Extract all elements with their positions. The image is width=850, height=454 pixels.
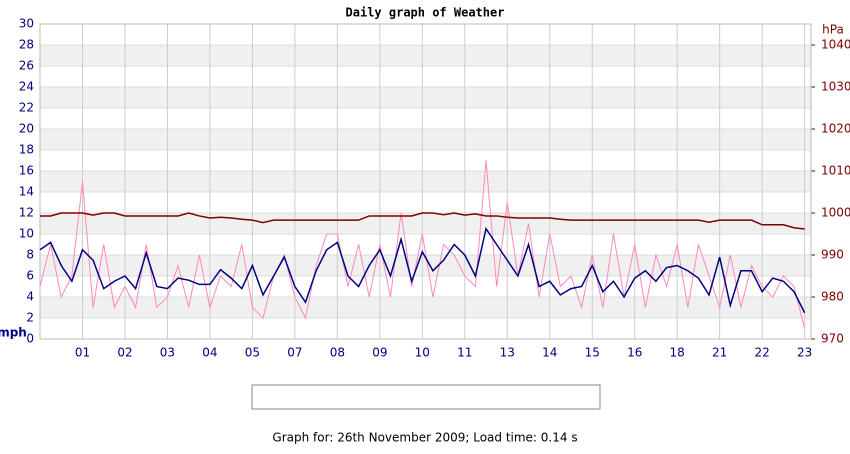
- series-line: [40, 212, 805, 230]
- y-tick-label: 22: [19, 101, 34, 115]
- x-tick-label: 10: [415, 346, 430, 360]
- x-tick-label: 13: [500, 346, 515, 360]
- y-tick-label: 2: [26, 311, 34, 325]
- y2-tick-label: 1010: [821, 164, 850, 178]
- x-tick-label: 16: [627, 346, 642, 360]
- x-tick-label: 02: [117, 346, 132, 360]
- y2-tick-label: 980: [821, 290, 844, 304]
- y2-tick-label: 1040: [821, 38, 850, 52]
- y-tick-label: 8: [26, 248, 34, 262]
- y2-tick-label: 1020: [821, 122, 850, 136]
- x-tick-label: 09: [372, 346, 387, 360]
- plot-frame: [39, 23, 812, 340]
- x-tick-label: 14: [542, 346, 557, 360]
- x-tick-label: 18: [670, 346, 685, 360]
- y-tick-label: 26: [19, 59, 34, 73]
- x-tick-label: 11: [457, 346, 472, 360]
- x-tick-label: 08: [330, 346, 345, 360]
- y-tick-label: 18: [19, 143, 34, 157]
- x-tick-label: 05: [245, 346, 260, 360]
- y-tick-label: 16: [19, 164, 34, 178]
- series-line: [39, 160, 806, 329]
- chart-title: Daily graph of Weather: [346, 6, 505, 20]
- y-tick-label: 14: [19, 185, 34, 199]
- y-axis-label: mph: [0, 326, 27, 340]
- x-tick-label: 07: [287, 346, 302, 360]
- y-tick-label: 4: [26, 290, 34, 304]
- y2-tick-label: 970: [821, 332, 844, 346]
- x-tick-label: 04: [202, 346, 217, 360]
- grid-band: [40, 171, 811, 192]
- y2-tick-label: 1030: [821, 80, 850, 94]
- grid-band: [40, 45, 811, 66]
- y-tick-label: 6: [26, 269, 34, 283]
- x-tick-label: 03: [160, 346, 175, 360]
- footer: Graph for: 26th November 2009; Load time…: [272, 431, 577, 445]
- y-tick-label: 20: [19, 122, 34, 136]
- series-line: [39, 226, 806, 314]
- y-tick-label: 30: [19, 17, 34, 31]
- x-tick-label: 01: [75, 346, 90, 360]
- y-tick-label: 10: [19, 227, 34, 241]
- x-tick-label: 23: [797, 346, 812, 360]
- y2-tick-label: 1000: [821, 206, 850, 220]
- grid-band: [40, 87, 811, 108]
- y-tick-label: 28: [19, 38, 34, 52]
- x-tick-label: 22: [755, 346, 770, 360]
- y2-axis-label: hPa: [822, 23, 844, 37]
- y-tick-label: 12: [19, 206, 34, 220]
- x-tick-label: 15: [585, 346, 600, 360]
- x-tick-label: 21: [712, 346, 727, 360]
- grid-band: [40, 297, 811, 318]
- legend-box: [251, 384, 601, 410]
- y2-tick-label: 990: [821, 248, 844, 262]
- grid-band: [40, 129, 811, 150]
- y-tick-label: 24: [19, 80, 34, 94]
- y-tick-label: 0: [26, 332, 34, 346]
